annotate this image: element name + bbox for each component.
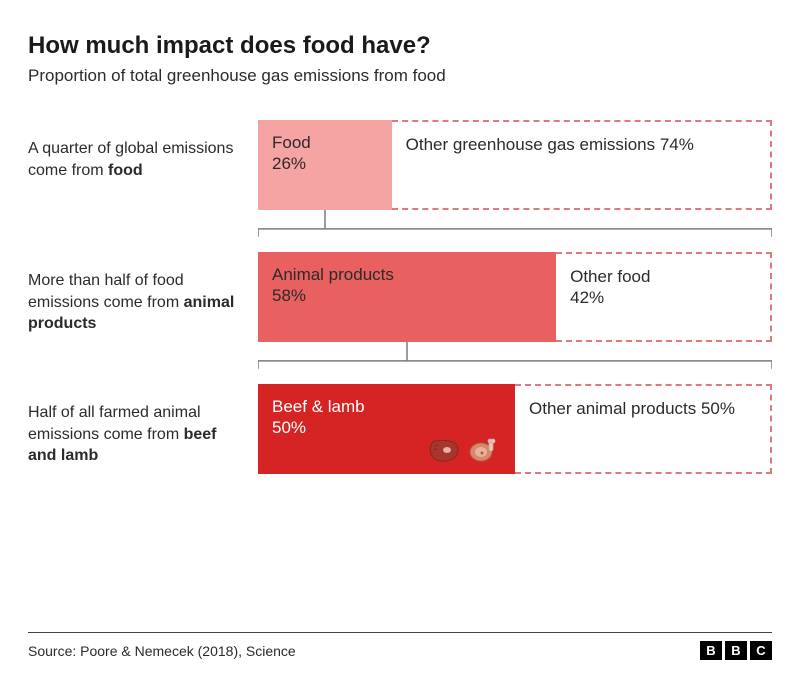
- logo-letter: B: [725, 641, 747, 660]
- source-text: Source: Poore & Nemecek (2018), Science: [28, 643, 296, 659]
- bar-right-text: Other greenhouse gas emissions 74%: [406, 135, 694, 154]
- bar-area: Animal products 58% Other food 42%: [258, 252, 772, 342]
- bar-left-text: Beef & lamb 50%: [272, 396, 501, 439]
- page-title: How much impact does food have?: [28, 32, 772, 60]
- logo-letter: C: [750, 641, 772, 660]
- connector-1: [258, 210, 772, 252]
- bar-left: Animal products 58%: [258, 252, 556, 342]
- connector-2: [258, 342, 772, 384]
- bar-right: Other greenhouse gas emissions 74%: [392, 120, 772, 210]
- bar-left: Beef & lamb 50%: [258, 384, 515, 474]
- bar-right: Other animal products 50%: [515, 384, 772, 474]
- row-beef: Half of all farmed animal emissions come…: [28, 384, 772, 474]
- bar-full: Beef & lamb 50%: [258, 384, 772, 474]
- bar-full: Animal products 58% Other food 42%: [258, 252, 772, 342]
- ham-icon: [467, 438, 501, 464]
- bar-left-text: Food 26%: [272, 132, 378, 175]
- bar-left: Food 26%: [258, 120, 392, 210]
- rows: A quarter of global emissions come from …: [28, 120, 772, 474]
- bar-right-text: Other food 42%: [570, 267, 650, 307]
- row-label: A quarter of global emissions come from …: [28, 120, 240, 210]
- row-label: More than half of food emissions come fr…: [28, 252, 240, 342]
- bar-full: Food 26% Other greenhouse gas emissions …: [258, 120, 772, 210]
- bar-right: Other food 42%: [556, 252, 772, 342]
- bar-area: Beef & lamb 50%: [258, 384, 772, 474]
- bar-area: Food 26% Other greenhouse gas emissions …: [258, 120, 772, 210]
- row-animal: More than half of food emissions come fr…: [28, 252, 772, 342]
- row-label: Half of all farmed animal emissions come…: [28, 384, 240, 474]
- bar-right-text: Other animal products 50%: [529, 399, 735, 418]
- logo-letter: B: [700, 641, 722, 660]
- label-bold: food: [108, 162, 143, 179]
- label-text: Half of all farmed animal emissions come…: [28, 404, 201, 443]
- meat-icons: [427, 438, 501, 464]
- bbc-logo: B B C: [700, 641, 772, 660]
- bar-left-text: Animal products 58%: [272, 264, 542, 307]
- infographic-container: How much impact does food have? Proporti…: [0, 0, 800, 700]
- steak-icon: [427, 438, 461, 464]
- page-subtitle: Proportion of total greenhouse gas emiss…: [28, 66, 772, 86]
- row-food: A quarter of global emissions come from …: [28, 120, 772, 210]
- label-text: More than half of food emissions come fr…: [28, 272, 184, 311]
- footer: Source: Poore & Nemecek (2018), Science …: [28, 632, 772, 660]
